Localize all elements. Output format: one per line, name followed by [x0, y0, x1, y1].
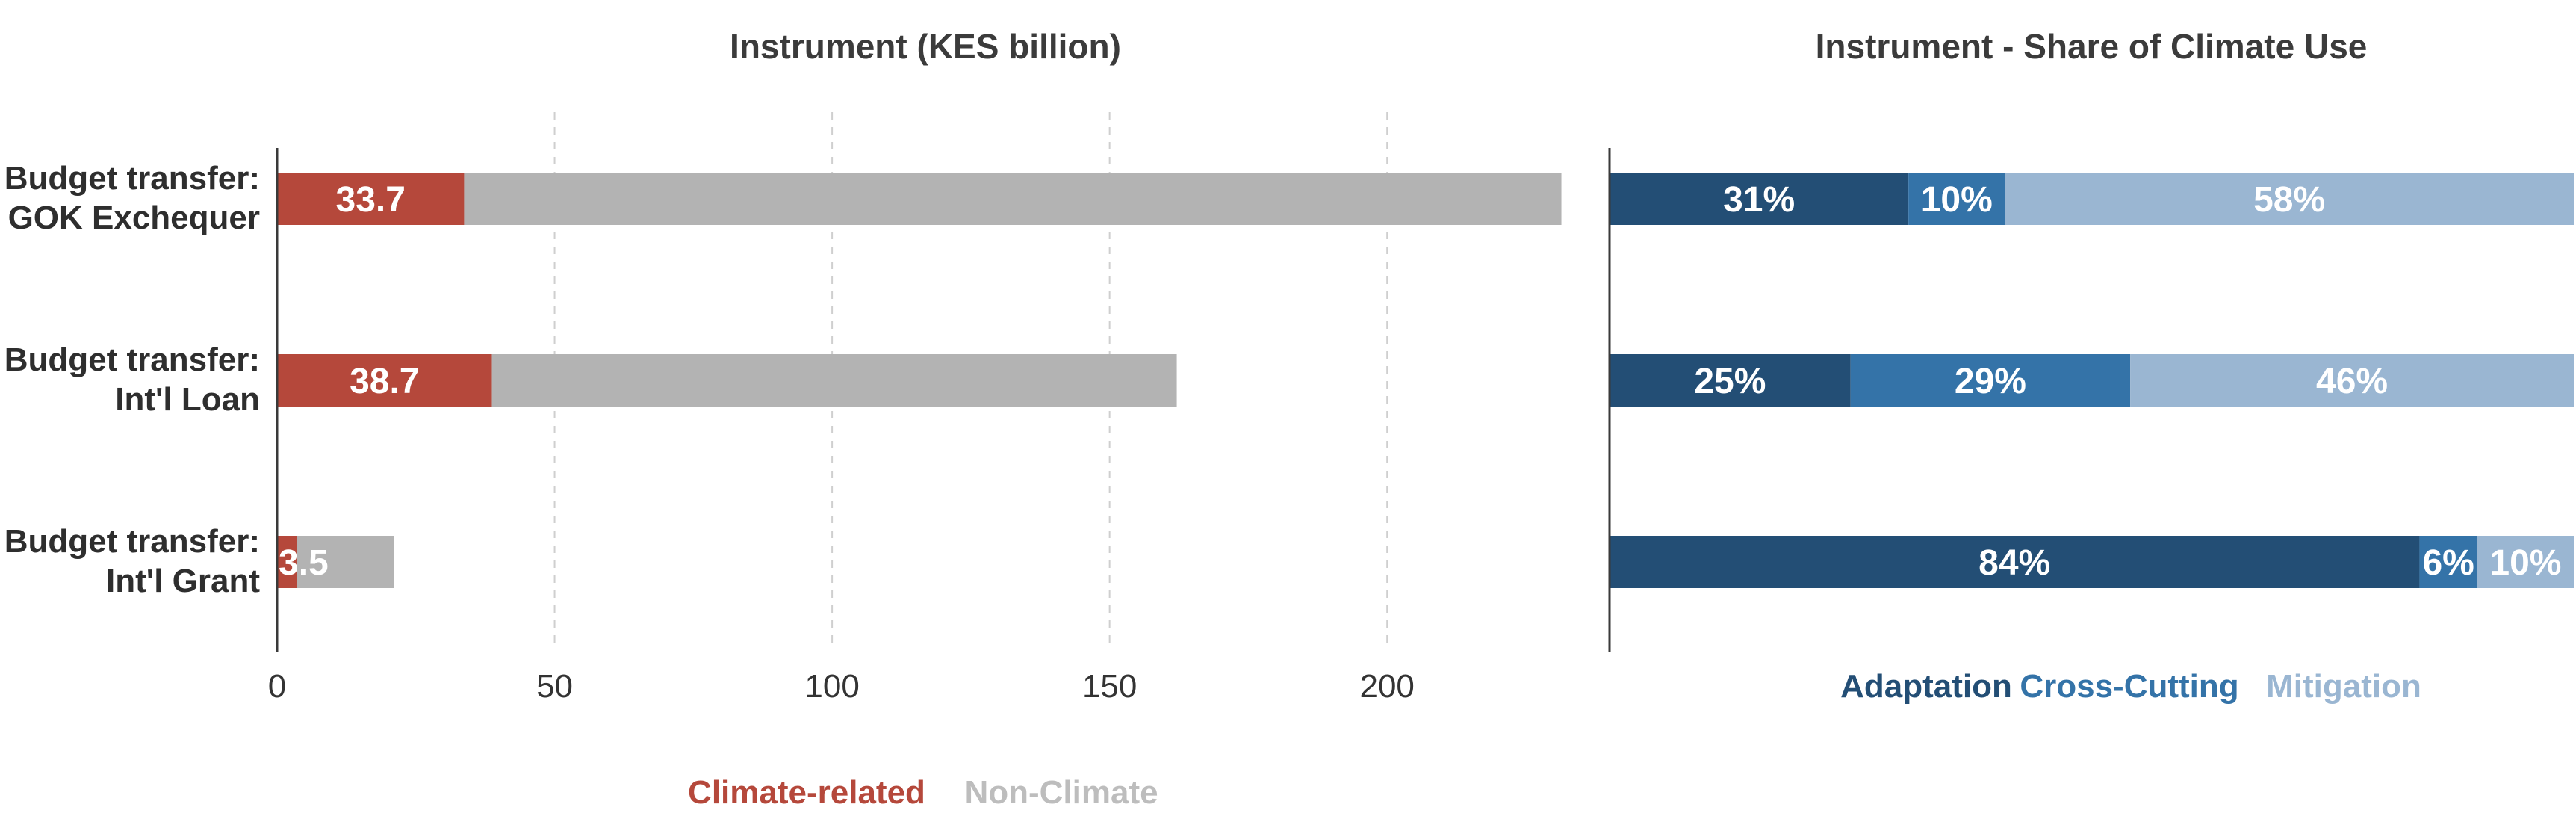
- value-label-mitigation-2: 10%: [2489, 543, 2561, 583]
- bar-adaptation-2: [1610, 536, 2420, 588]
- value-label-mitigation-0: 58%: [2253, 180, 2325, 220]
- category-label-1-line1: Budget transfer:: [4, 342, 260, 378]
- right-chart-title: Instrument - Share of Climate Use: [1816, 27, 2368, 66]
- category-label-2-line1: Budget transfer:: [4, 523, 260, 560]
- category-label-0-line1: Budget transfer:: [4, 160, 260, 197]
- left-chart-title: Instrument (KES billion): [730, 27, 1121, 66]
- x-tick-label-200: 200: [1359, 668, 1414, 705]
- value-label-adaptation-2: 84%: [1978, 543, 2050, 583]
- bar-climate-1: [277, 354, 492, 407]
- value-label-crosscutting-2: 6%: [2422, 543, 2474, 583]
- bar-mitigation-2: [2477, 536, 2574, 588]
- category-label-2-line2: Int'l Grant: [106, 563, 260, 599]
- bar-adaptation-0: [1610, 173, 1909, 225]
- x-tick-label-100: 100: [804, 668, 859, 705]
- bar-crosscutting-1: [1850, 354, 2131, 407]
- bar-mitigation-1: [2130, 354, 2574, 407]
- x-tick-label-150: 150: [1082, 668, 1137, 705]
- legend-adaptation: Adaptation: [1840, 668, 2012, 705]
- value-label-mitigation-1: 46%: [2316, 362, 2388, 401]
- bar-climate-0: [277, 173, 465, 225]
- bar-crosscutting-0: [1908, 173, 2005, 225]
- bar-nonclimate-2: [297, 536, 394, 588]
- bar-crosscutting-2: [2419, 536, 2477, 588]
- value-label-climate-2: 3.5: [279, 543, 329, 583]
- value-label-climate-0: 33.7: [336, 180, 406, 220]
- value-label-crosscutting-0: 10%: [1921, 180, 1993, 220]
- legend-mitigation: Mitigation: [2266, 668, 2421, 705]
- category-label-0-line2: GOK Exchequer: [8, 200, 260, 236]
- legend-non-climate: Non-Climate: [964, 774, 1158, 811]
- value-label-crosscutting-1: 29%: [1955, 362, 2026, 401]
- bar-mitigation-0: [2005, 173, 2574, 225]
- bar-adaptation-1: [1610, 354, 1851, 407]
- x-tick-label-50: 50: [536, 668, 573, 705]
- value-label-climate-1: 38.7: [350, 362, 419, 401]
- bar-nonclimate-1: [491, 354, 1177, 407]
- value-label-adaptation-0: 31%: [1723, 180, 1795, 220]
- x-tick-label-0: 0: [268, 668, 286, 705]
- legend-cross-cutting: Cross-Cutting: [2020, 668, 2238, 705]
- category-label-1-line2: Int'l Loan: [115, 381, 260, 418]
- bar-nonclimate-0: [464, 173, 1562, 225]
- bar-climate-2: [277, 536, 297, 588]
- legend-climate-related: Climate-related: [688, 774, 925, 811]
- value-label-adaptation-1: 25%: [1694, 362, 1766, 401]
